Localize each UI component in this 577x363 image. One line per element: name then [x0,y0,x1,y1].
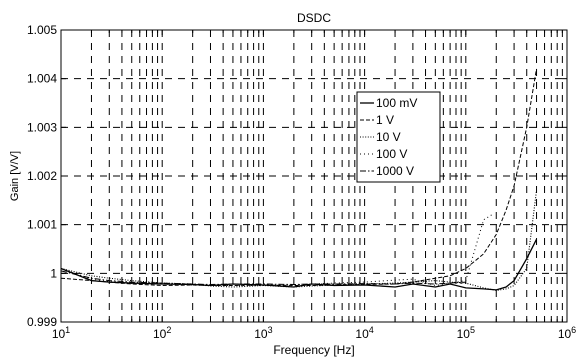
y-axis-label: Gain [V/V] [9,151,21,201]
grid-layer [61,30,567,322]
legend-label-100v: 100 V [376,147,407,161]
y-tick-label: 1 [50,266,57,280]
series-line-1 [60,68,537,287]
x-tick-label: 104 [355,325,373,341]
series-layer [60,68,538,291]
x-tick-label: 101 [52,325,70,341]
y-tick-label: 0.999 [27,315,57,329]
x-tick-label: 105 [457,325,475,341]
chart-title: DSDC [297,11,331,25]
y-tick-label: 1.005 [27,23,57,37]
x-tick-label: 106 [558,325,576,341]
y-tick-label: 1.002 [27,169,57,183]
y-tick-label: 1.003 [27,120,57,134]
y-tick-label: 1.001 [27,218,57,232]
y-tick-label: 1.004 [27,72,57,86]
legend: 100 mV 1 V 10 V 100 V 1000 V [356,91,441,183]
series-line-2 [60,190,538,291]
legend-label-100mv: 100 mV [376,96,417,110]
legend-label-10v: 10 V [376,130,401,144]
x-tick-label: 103 [254,325,272,341]
legend-label-1v: 1 V [376,113,394,127]
x-axis-label: Frequency [Hz] [273,343,354,357]
x-tick-label: 102 [153,325,171,341]
tick-layer: 101 102 103 104 105 106 0.999 1 1.001 1.002 1.003 1… [27,23,576,341]
legend-label-1000v: 1000 V [376,164,414,178]
series-line-4 [60,270,466,286]
